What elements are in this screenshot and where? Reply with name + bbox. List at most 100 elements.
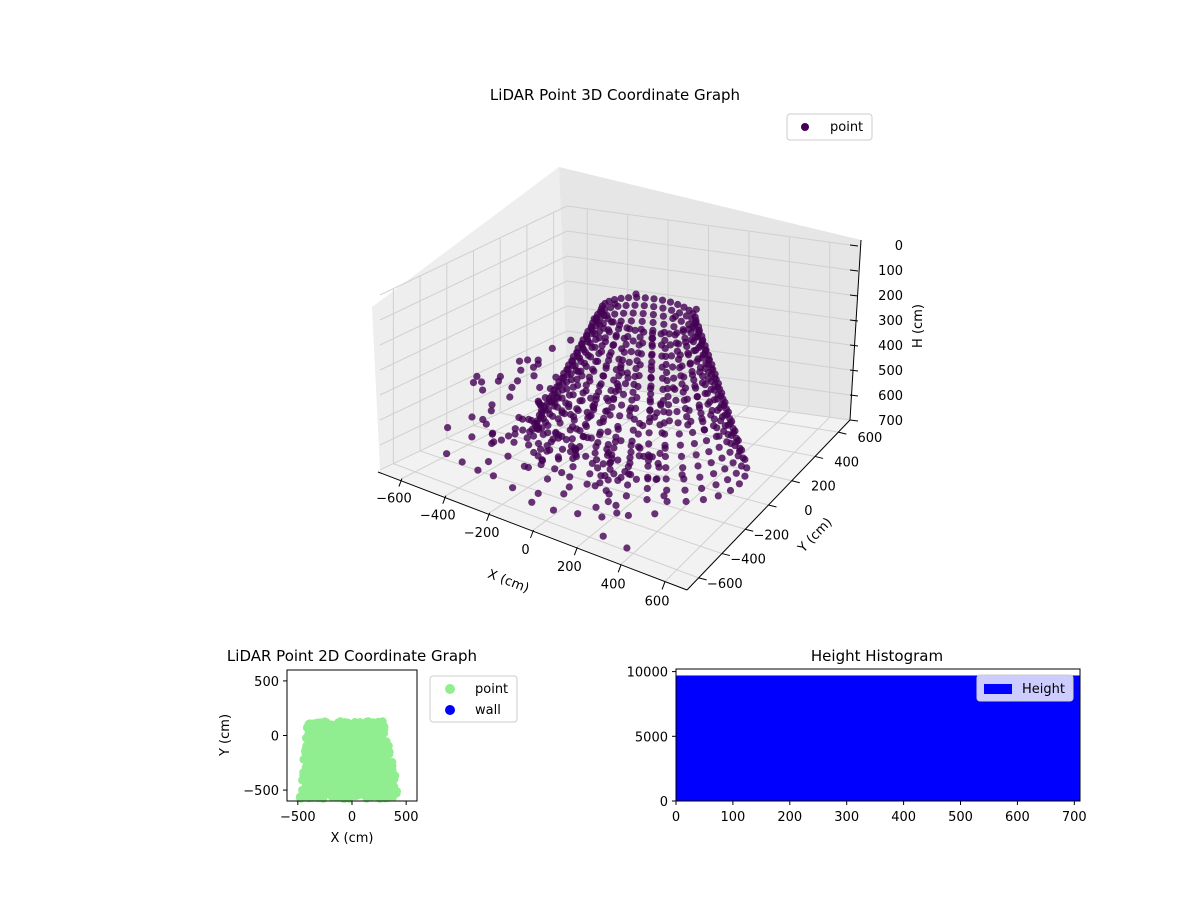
point-marker [604, 449, 613, 457]
point-marker [515, 413, 523, 422]
point-marker [612, 333, 620, 341]
point-marker [554, 434, 562, 442]
point-marker [598, 342, 606, 350]
point-2d-marker [351, 718, 359, 726]
point-marker [727, 439, 735, 447]
point-2d-marker [377, 758, 385, 767]
point-marker [726, 486, 735, 495]
point-marker [654, 459, 662, 468]
point-marker [623, 544, 631, 552]
x-tick-label: −400 [420, 509, 456, 524]
point-marker [675, 430, 683, 438]
point-marker [627, 441, 635, 450]
point-marker [681, 486, 689, 494]
point-marker [627, 471, 635, 479]
z-tick-mark [849, 344, 859, 347]
point-marker [588, 343, 596, 351]
grid-line-z [379, 230, 851, 321]
ticks-3d: −600 −400 −200 0 200 400 600 −600 −400 −200 0 200 40… [376, 239, 903, 609]
point-marker [663, 377, 671, 385]
point-marker [648, 334, 656, 342]
z-tick-mark [849, 244, 859, 247]
point-marker [558, 386, 567, 394]
point-marker [620, 348, 628, 356]
point-marker [534, 489, 542, 497]
point-marker [468, 433, 476, 441]
z-tick-mark [849, 269, 859, 272]
point-2d-marker [375, 785, 383, 794]
point-marker [569, 463, 577, 471]
point-marker [515, 357, 524, 365]
point-marker [487, 407, 495, 415]
point-marker [721, 422, 729, 430]
point-marker [651, 510, 659, 518]
point-marker [718, 454, 726, 462]
point-marker [690, 376, 698, 384]
point-marker [558, 469, 566, 477]
point-marker [693, 393, 702, 401]
point-marker [694, 462, 702, 470]
point-marker [630, 380, 638, 388]
point-marker [569, 454, 577, 463]
point-2d-marker [321, 752, 330, 761]
point-2d-marker [370, 736, 378, 745]
point-marker [627, 448, 635, 456]
point-marker [604, 498, 612, 506]
x-tick-label-histogram: 500 [948, 810, 973, 825]
point-marker [658, 296, 667, 304]
point-marker [662, 360, 670, 369]
point-2d-marker [366, 724, 375, 733]
point-marker [595, 388, 603, 396]
point-marker [648, 350, 656, 358]
point-marker [713, 395, 721, 403]
point-marker [614, 456, 622, 464]
point-marker [668, 306, 676, 314]
point-2d-marker [378, 767, 387, 776]
point-marker [718, 413, 727, 421]
legend-3d-box [786, 113, 873, 141]
point-marker [724, 430, 732, 439]
point-marker [677, 317, 685, 325]
point-marker [590, 406, 598, 414]
point-marker [546, 410, 554, 418]
point-marker [551, 465, 559, 473]
y-tick-mark [745, 528, 754, 532]
point-marker [607, 348, 615, 357]
y-tick-mark [698, 577, 707, 581]
point-marker [597, 472, 605, 480]
point-marker [600, 372, 608, 380]
z-tick-label: 600 [878, 389, 903, 404]
chart-2d-title: LiDAR Point 2D Coordinate Graph [227, 647, 477, 665]
point-marker [573, 375, 581, 383]
point-marker [677, 452, 686, 460]
point-marker [713, 424, 721, 432]
point-marker [715, 432, 723, 440]
y-tick-label: 400 [834, 455, 859, 470]
y-tick-mark [838, 431, 847, 435]
point-marker [605, 490, 613, 498]
point-marker [640, 452, 648, 461]
x-tick-mark [617, 564, 622, 573]
point-marker [633, 357, 641, 365]
point-marker [624, 374, 632, 382]
point-marker [650, 295, 658, 303]
point-2d-marker [332, 777, 341, 786]
point-marker [533, 425, 541, 433]
point-marker [574, 510, 582, 518]
point-marker [678, 380, 686, 388]
point-marker [549, 435, 557, 443]
point-marker [682, 497, 690, 506]
point-marker [639, 310, 647, 318]
point-marker [543, 475, 552, 483]
point-marker [604, 441, 612, 449]
x-tick-label-2d: 500 [394, 810, 419, 825]
point-marker [567, 410, 575, 419]
point-marker [636, 333, 644, 341]
point-marker [743, 464, 751, 472]
z-axis-label: H (cm) [911, 304, 926, 348]
point-marker [649, 311, 658, 319]
point-marker [674, 419, 682, 427]
point-marker [615, 325, 623, 333]
point-marker [581, 420, 590, 429]
point-marker [680, 396, 688, 404]
